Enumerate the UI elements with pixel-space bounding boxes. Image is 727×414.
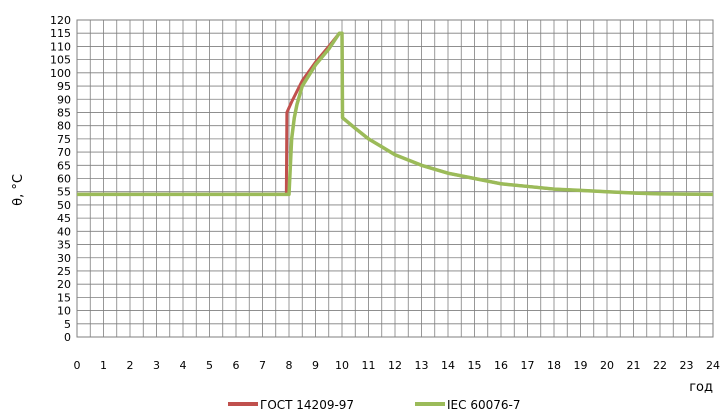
- y-axis-ticks: 0510152025303540455055606570758085909510…: [50, 14, 71, 344]
- y-tick-label: 10: [57, 305, 71, 318]
- x-tick-label: 9: [312, 359, 319, 372]
- x-axis-ticks: 0 1 2 3 4 5 6 7 8 9 10 11 12 13 14 15 16 17 18 19 20 21 22 23 24: [74, 359, 721, 372]
- x-tick-label: 12: [388, 359, 402, 372]
- x-tick-label: 16: [494, 359, 508, 372]
- y-tick-label: 65: [57, 159, 71, 172]
- x-tick-label: 15: [468, 359, 482, 372]
- y-tick-label: 25: [57, 265, 71, 278]
- x-tick-label: 1: [100, 359, 107, 372]
- x-tick-label: 24: [706, 359, 720, 372]
- x-tick-label: 18: [547, 359, 561, 372]
- x-axis-label: год: [689, 380, 713, 395]
- y-tick-label: 50: [57, 199, 71, 212]
- x-tick-label: 10: [335, 359, 349, 372]
- x-tick-label: 7: [259, 359, 266, 372]
- y-tick-label: 55: [57, 186, 71, 199]
- y-tick-label: 105: [50, 54, 71, 67]
- legend-label-2: IEC 60076-7: [447, 398, 520, 412]
- x-tick-label: 0: [74, 359, 81, 372]
- x-tick-label: 6: [233, 359, 240, 372]
- y-tick-label: 35: [57, 239, 71, 252]
- y-tick-label: 80: [57, 120, 71, 133]
- x-tick-label: 5: [206, 359, 213, 372]
- x-tick-label: 13: [415, 359, 429, 372]
- x-tick-label: 4: [180, 359, 187, 372]
- plot-area: [76, 19, 714, 338]
- y-tick-label: 20: [57, 278, 71, 291]
- x-tick-label: 11: [362, 359, 376, 372]
- x-tick-label: 2: [127, 359, 134, 372]
- series-line-2: [77, 31, 714, 197]
- x-tick-label: 20: [600, 359, 614, 372]
- x-tick-label: 23: [680, 359, 694, 372]
- x-tick-label: 21: [627, 359, 641, 372]
- x-tick-label: 14: [441, 359, 455, 372]
- y-tick-label: 95: [57, 80, 71, 93]
- legend-label-1: ГОСТ 14209-97: [260, 398, 354, 412]
- y-tick-label: 110: [50, 40, 71, 53]
- y-tick-label: 40: [57, 225, 71, 238]
- y-tick-label: 115: [50, 27, 71, 40]
- y-tick-label: 85: [57, 106, 71, 119]
- y-tick-label: 70: [57, 146, 71, 159]
- x-tick-label: 8: [286, 359, 293, 372]
- y-tick-label: 75: [57, 133, 71, 146]
- legend: ГОСТ 14209-97 IEC 60076-7: [228, 398, 520, 412]
- grid: [76, 19, 714, 338]
- y-tick-label: 45: [57, 212, 71, 225]
- y-tick-label: 60: [57, 173, 71, 186]
- y-tick-label: 5: [64, 318, 71, 331]
- x-tick-label: 19: [574, 359, 588, 372]
- x-tick-label: 3: [153, 359, 160, 372]
- y-tick-label: 120: [50, 14, 71, 27]
- x-tick-label: 17: [521, 359, 535, 372]
- series-layer: [77, 31, 714, 197]
- y-tick-label: 0: [64, 331, 71, 344]
- x-tick-label: 22: [653, 359, 667, 372]
- y-tick-label: 90: [57, 93, 71, 106]
- y-tick-label: 100: [50, 67, 71, 80]
- y-axis-label: θ, °C: [11, 174, 26, 206]
- y-tick-label: 15: [57, 291, 71, 304]
- y-tick-label: 30: [57, 252, 71, 265]
